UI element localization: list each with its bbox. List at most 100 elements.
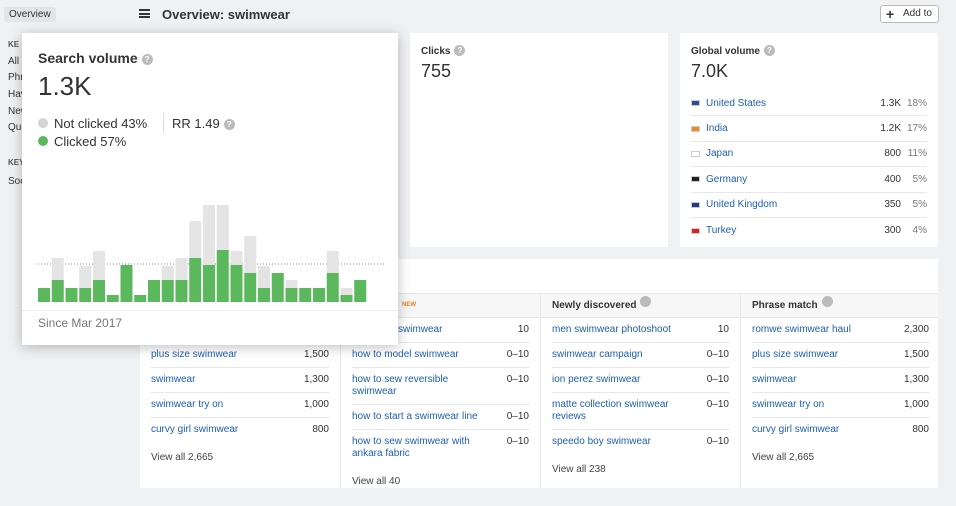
view-all-link[interactable]: View all 238 (552, 464, 606, 475)
keyword-volume: 0–10 (706, 349, 729, 360)
keyword-volume: 1,500 (903, 349, 929, 360)
not-clicked-bar (216, 205, 229, 250)
keyword-link[interactable]: men swimwear photoshoot (552, 324, 671, 335)
keyword-list: men swimwear photoshoot 10 swimwear campai… (552, 318, 729, 454)
keyword-link[interactable]: swimwear try on (151, 399, 224, 410)
not-clicked-bar (203, 205, 215, 265)
clicked-bar (51, 280, 64, 302)
keyword-volume: 10 (517, 324, 529, 335)
clicked-bar (230, 265, 243, 302)
keyword-column: Newly discovered men swimwear photoshoot 1… (540, 293, 740, 488)
clicked-bar (299, 288, 312, 302)
keyword-volume: 1,300 (903, 374, 929, 385)
keyword-link[interactable]: speedo boy swimwear (552, 436, 651, 447)
keyword-row: swimwear try on 1,000 (151, 393, 329, 418)
keyword-link[interactable]: how to sew swimwear with ankara fabric (352, 436, 470, 459)
clicked-bar (285, 288, 298, 302)
global-volume-title: Global volume (691, 46, 760, 57)
view-all-link[interactable]: View all 40 (352, 476, 401, 487)
keyword-link[interactable]: how to start a swimwear line (352, 411, 478, 422)
country-name[interactable]: India (706, 123, 728, 135)
since-label: Since Mar 2017 (38, 316, 123, 330)
keyword-volume: 0–10 (706, 399, 729, 410)
keyword-link[interactable]: curvy girl swimwear (151, 424, 239, 435)
keyword-volume: 1,000 (903, 399, 929, 410)
country-volume: 400 (884, 173, 901, 185)
keyword-volume: 0–10 (506, 374, 529, 385)
sidebar-item[interactable]: New (8, 106, 29, 117)
country-share: 17% (906, 123, 927, 135)
flag-icon (691, 125, 700, 132)
country-row: United Kingdom 350 5% (691, 193, 927, 218)
country-name[interactable]: Germany (706, 173, 748, 185)
country-volume: 1.2K (880, 123, 901, 135)
keyword-row: swimwear campaign 0–10 (552, 343, 729, 368)
overview-tab[interactable]: Overview (4, 7, 56, 22)
country-name[interactable]: Japan (706, 148, 734, 160)
not-clicked-bar (175, 258, 188, 280)
country-name[interactable]: United States (706, 97, 767, 109)
keyword-link[interactable]: plus size swimwear (151, 349, 238, 360)
sidebar-item[interactable]: Hav (8, 89, 26, 100)
keyword-volume: 0–10 (706, 374, 729, 385)
bar-chart (38, 205, 384, 302)
clicked-bar (354, 280, 367, 302)
keyword-link[interactable]: plus size swimwear (752, 349, 839, 360)
view-all-link[interactable]: View all 2,665 (151, 452, 214, 463)
clicked-bar (120, 265, 133, 302)
keyword-volume: 1,000 (303, 399, 329, 410)
add-to-button[interactable]: Add to (880, 5, 939, 23)
keyword-volume: 1,300 (303, 374, 329, 385)
clicked-bar (93, 280, 105, 302)
clicks-title: Clicks (421, 46, 451, 57)
clicks-card: Clicks? 755 (410, 33, 668, 247)
keyword-row: swimwear try on 1,000 (752, 393, 929, 418)
global-volume-card: Global volume? 7.0K United States 1.3K 18%… (680, 33, 938, 247)
keyword-row: swimwear 1,300 (752, 368, 929, 393)
keyword-volume: 800 (912, 424, 929, 435)
sidebar-item[interactable]: Phr (8, 72, 24, 83)
keyword-link[interactable]: curvy girl swimwear (752, 424, 840, 435)
clicked-bar (271, 273, 284, 302)
country-share: 4% (912, 225, 927, 237)
help-icon (640, 296, 652, 307)
keyword-volume: 800 (312, 424, 329, 435)
country-name[interactable]: United Kingdom (706, 199, 778, 211)
keyword-volume: 0–10 (506, 349, 529, 360)
page-title: Overview: swimwear (162, 7, 290, 22)
keyword-row: matte collection swimwear reviews 0–10 (552, 393, 729, 430)
menu-icon[interactable] (139, 9, 150, 18)
clicked-bar (148, 280, 160, 302)
popup-title: Search volume (38, 50, 138, 66)
keyword-link[interactable]: ion perez swimwear (552, 374, 641, 385)
keyword-link[interactable]: swimwear (398, 324, 443, 335)
column-header-text: NEW (402, 302, 416, 308)
keyword-link[interactable]: how to sew reversible swimwear (352, 374, 449, 397)
keyword-volume: 0–10 (706, 436, 729, 447)
keyword-link[interactable]: swimwear (151, 374, 196, 385)
country-row: Japan 800 11% (691, 142, 927, 168)
keyword-column: Phrase match romwe swimwear haul 2,300 plus… (740, 293, 940, 488)
country-volume: 800 (884, 148, 901, 160)
sidebar-item[interactable]: All (8, 56, 20, 67)
rr-label: RR 1.49 (172, 116, 220, 131)
keyword-link[interactable]: romwe swimwear haul (752, 324, 851, 335)
keyword-volume: 0–10 (506, 436, 529, 447)
keyword-link[interactable]: swimwear (752, 374, 797, 385)
keyword-link[interactable]: swimwear campaign (552, 349, 643, 360)
flag-icon (691, 201, 700, 208)
keyword-link[interactable]: matte collection swimwear reviews (552, 399, 669, 422)
keyword-link[interactable]: how to model swimwear (352, 349, 459, 360)
sidebar-item[interactable]: Que (8, 122, 27, 133)
keyword-volume: 0–10 (506, 411, 529, 422)
keyword-link[interactable]: swimwear try on (752, 399, 825, 410)
keyword-row: speedo boy swimwear 0–10 (552, 430, 729, 454)
keyword-row: ion perez swimwear 0–10 (552, 368, 729, 393)
sidebar-item[interactable]: Soc (8, 176, 26, 187)
keyword-row: how to model swimwear 0–10 (352, 343, 529, 368)
sidebar-item: KE (8, 40, 20, 49)
column-header: Newly discovered (552, 293, 729, 318)
country-name[interactable]: Turkey (706, 225, 737, 237)
view-all-link[interactable]: View all 2,665 (752, 452, 815, 463)
